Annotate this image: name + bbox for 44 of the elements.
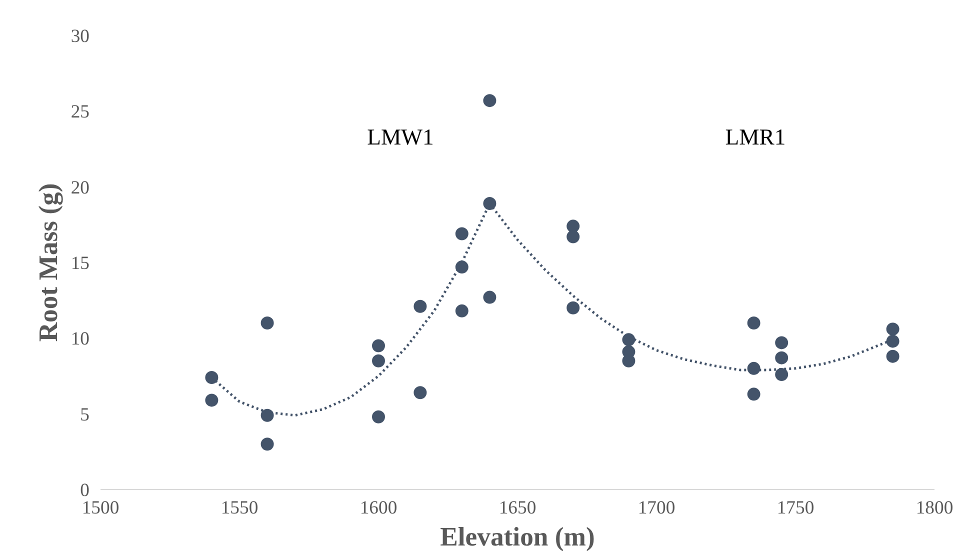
- x-axis-title: Elevation (m): [440, 522, 595, 552]
- point: [372, 410, 385, 424]
- point: [205, 394, 218, 407]
- x-tick-label: 1550: [220, 498, 258, 518]
- point: [775, 336, 788, 350]
- point: [566, 301, 580, 314]
- annotation: LMW1: [367, 124, 434, 150]
- x-tick-label: 1800: [916, 498, 954, 518]
- y-axis-title: Root Mass (g): [32, 183, 63, 342]
- point: [372, 339, 385, 352]
- point: [775, 351, 788, 364]
- y-tick-label: 5: [80, 404, 90, 426]
- x-tick-label: 1750: [776, 498, 814, 518]
- point: [566, 220, 580, 233]
- point: [455, 260, 468, 274]
- point: [414, 300, 427, 313]
- point: [747, 316, 760, 330]
- point: [483, 290, 496, 304]
- x-tick-label: 1700: [638, 498, 676, 518]
- point: [455, 227, 468, 240]
- y-tick-label: 25: [70, 102, 90, 123]
- point: [260, 408, 274, 422]
- point: [483, 94, 496, 108]
- y-tick-label: 20: [70, 177, 90, 198]
- y-tick-label: 15: [70, 253, 90, 274]
- point: [622, 354, 636, 368]
- point: [747, 362, 760, 375]
- annotation: LMR1: [725, 124, 786, 150]
- point: [886, 334, 900, 348]
- point: [775, 368, 788, 381]
- point: [372, 354, 385, 368]
- point: [205, 371, 218, 384]
- point: [260, 438, 274, 451]
- point: [886, 350, 900, 363]
- y-tick-label: 30: [70, 26, 90, 47]
- point: [566, 230, 580, 244]
- point: [747, 388, 760, 401]
- point: [455, 304, 468, 318]
- point: [414, 386, 427, 400]
- x-tick-label: 1650: [498, 498, 536, 518]
- point: [886, 322, 900, 336]
- x-tick-label: 1600: [360, 498, 398, 518]
- y-tick-label: 10: [70, 328, 90, 350]
- point: [260, 316, 274, 330]
